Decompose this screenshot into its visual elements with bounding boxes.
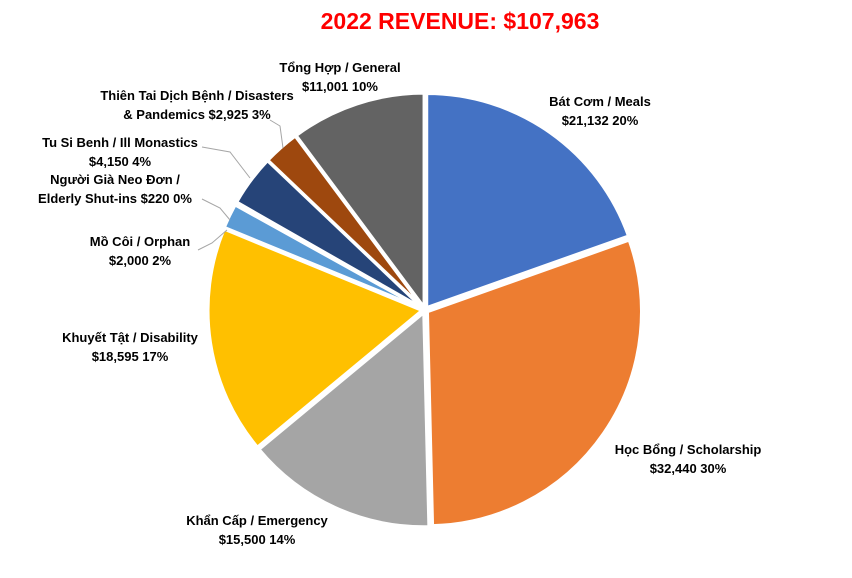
leader-line [201, 198, 231, 221]
pie-slice [256, 309, 431, 529]
slice-value-label: $21,132 20% [562, 113, 639, 128]
leader-line [269, 119, 284, 149]
slice-label: Người Già Neo Đơn / Elderly Shut-ins $220… [38, 172, 192, 206]
slice-value-label: $11,001 10% [302, 79, 378, 94]
slice-label-name: Khuyết Tật / Disability [62, 330, 199, 345]
slice-label: Học Bổng / Scholarship $32,440 30% [615, 442, 762, 476]
slice-label: Khẩn Cấp / Emergency $15,500 14% [186, 513, 328, 547]
slice-label-name: Bát Cơm / Meals [549, 94, 651, 109]
slice-label-name: Học Bổng / Scholarship [615, 442, 762, 457]
slice-label-name: & Pandemics $2,925 3% [123, 107, 271, 122]
slice-value-label: $15,500 14% [219, 532, 296, 547]
slice-label: Mồ Côi / Orphan $2,000 2% [90, 234, 190, 268]
slice-label-name: Thiên Tai Dịch Bệnh / Disasters [100, 88, 293, 103]
slice-value-label: $4,150 4% [89, 154, 152, 169]
slice-label-name: Tu Si Benh / Ill Monastics [42, 135, 198, 150]
pie-slice [425, 238, 643, 528]
pie-slice [425, 92, 631, 310]
slice-label-name: Elderly Shut-ins $220 0% [38, 191, 192, 206]
leader-line [197, 229, 228, 251]
slice-value-label: $18,595 17% [92, 349, 169, 364]
pie-slice [206, 227, 425, 450]
slice-label: Tu Si Benh / Ill Monastics $4,150 4% [42, 135, 198, 169]
slice-label-name: Khẩn Cấp / Emergency [186, 513, 328, 528]
slice-value-label: $2,000 2% [109, 253, 172, 268]
slice-label-name: Mồ Côi / Orphan [90, 234, 190, 249]
slice-label: Thiên Tai Dịch Bệnh / Disasters & Pandemi… [100, 88, 293, 122]
slice-value-label: $32,440 30% [650, 461, 727, 476]
slice-label: Bát Cơm / Meals $21,132 20% [549, 94, 651, 128]
leader-line [201, 146, 251, 179]
slice-label: Tổng Hợp / General $11,001 10% [279, 60, 400, 94]
pie-slice [294, 91, 426, 312]
slice-label-name: Tổng Hợp / General [279, 60, 400, 75]
chart-title: 2022 REVENUE: $107,963 [320, 8, 600, 34]
slice-label: Khuyết Tật / Disability $18,595 17% [62, 330, 199, 364]
slice-label-name: Người Già Neo Đơn / [50, 172, 180, 187]
